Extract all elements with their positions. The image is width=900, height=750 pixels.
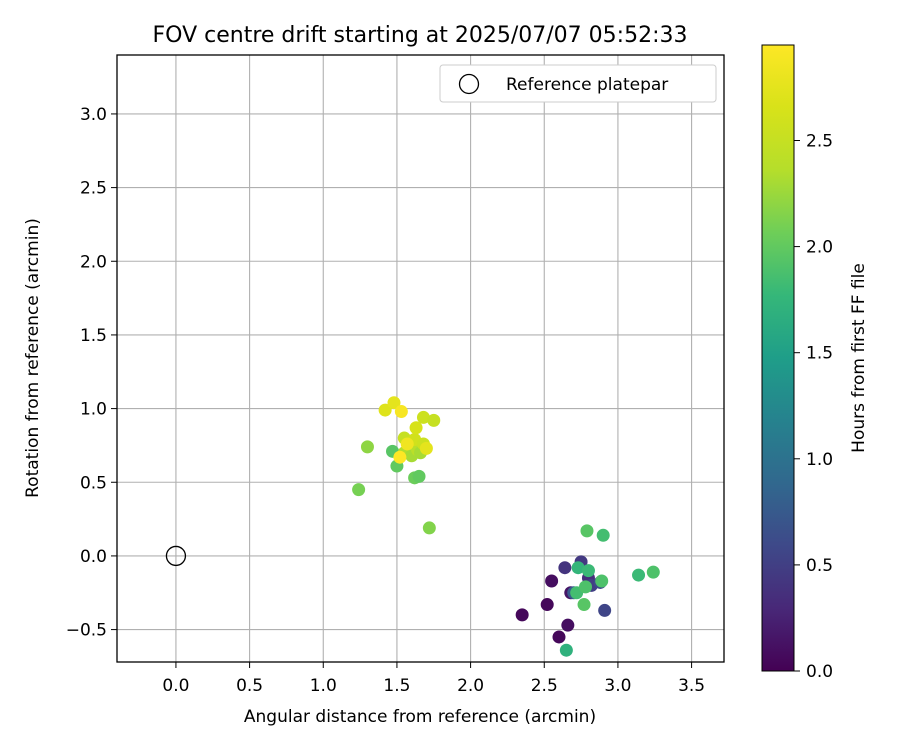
scatter-point (581, 564, 595, 578)
y-axis-label: Rotation from reference (arcmin) (23, 218, 43, 498)
scatter-point (552, 630, 566, 644)
scatter-point (422, 521, 436, 535)
colorbar-tick-label: 0.5 (806, 556, 833, 576)
scatter-point (598, 603, 612, 617)
scatter-point (646, 565, 660, 579)
scatter-point (416, 410, 430, 424)
y-tick-label: 2.0 (80, 252, 107, 272)
scatter-point (419, 441, 433, 455)
colorbar-tick-label: 2.5 (806, 131, 833, 151)
scatter-point (577, 598, 591, 612)
x-tick-label: 1.5 (383, 676, 410, 696)
scatter-point (540, 598, 554, 612)
scatter-point (545, 574, 559, 588)
colorbar-gradient (761, 44, 795, 672)
x-axis: 0.0 0.5 1.0 1.5 2.0 2.5 3.0 3.5 (162, 662, 705, 696)
scatter-point (561, 618, 575, 632)
scatter-point (400, 437, 414, 451)
x-tick-label: 2.0 (457, 676, 484, 696)
scatter-point (427, 413, 441, 427)
legend-label: Reference platepar (506, 75, 668, 95)
scatter-point (632, 568, 646, 582)
x-tick-label: 1.0 (310, 676, 337, 696)
scatter-point (394, 405, 408, 419)
scatter-point (595, 574, 609, 588)
grid (117, 55, 724, 662)
x-tick-label: 3.5 (678, 676, 705, 696)
y-tick-label: 1.0 (80, 400, 107, 420)
scatter-point (558, 561, 572, 575)
scatter-point (393, 450, 407, 464)
y-tick-label: −0.5 (66, 621, 107, 641)
colorbar-label: Hours from first FF file (849, 263, 869, 453)
plot-frame (116, 54, 725, 663)
colorbar-tick-label: 0.0 (806, 662, 833, 682)
scatter-points (352, 396, 660, 657)
y-tick-label: 3.0 (80, 105, 107, 125)
scatter-point (580, 524, 594, 538)
y-tick-label: 1.5 (80, 326, 107, 346)
x-tick-label: 0.0 (162, 676, 189, 696)
y-tick-label: 0.0 (80, 547, 107, 567)
chart-title: FOV centre drift starting at 2025/07/07 … (153, 23, 688, 48)
colorbar-ticks: 0.0 0.5 1.0 1.5 2.0 2.5 (794, 131, 833, 682)
colorbar: 0.0 0.5 1.0 1.5 2.0 2.5 Hours from first FF f… (761, 44, 869, 682)
scatter-point (571, 561, 585, 575)
reference-marker (165, 545, 187, 567)
scatter-point (559, 643, 573, 657)
scatter-point (360, 440, 374, 454)
colorbar-tick-label: 1.5 (806, 344, 833, 364)
y-tick-label: 0.5 (80, 473, 107, 493)
x-tick-label: 0.5 (236, 676, 263, 696)
x-tick-label: 2.5 (531, 676, 558, 696)
legend-reference-marker-icon (458, 73, 480, 95)
y-tick-label: 2.5 (80, 179, 107, 199)
scatter-point (387, 396, 401, 410)
colorbar-tick-label: 1.0 (806, 450, 833, 470)
scatter-point (412, 469, 426, 483)
scatter-point (515, 608, 529, 622)
y-axis: −0.5 0.0 0.5 1.0 1.5 2.0 2.5 3.0 (66, 105, 117, 641)
reference-marker-group (165, 545, 187, 567)
scatter-point (579, 580, 593, 594)
scatter-point (596, 528, 610, 542)
x-tick-label: 3.0 (604, 676, 631, 696)
scatter-point (378, 403, 392, 417)
scatter-point (409, 421, 423, 435)
x-axis-label: Angular distance from reference (arcmin) (244, 707, 596, 727)
colorbar-tick-label: 2.0 (806, 238, 833, 258)
scatter-point (352, 483, 366, 497)
legend: Reference platepar (439, 64, 717, 103)
legend-box (439, 64, 717, 103)
